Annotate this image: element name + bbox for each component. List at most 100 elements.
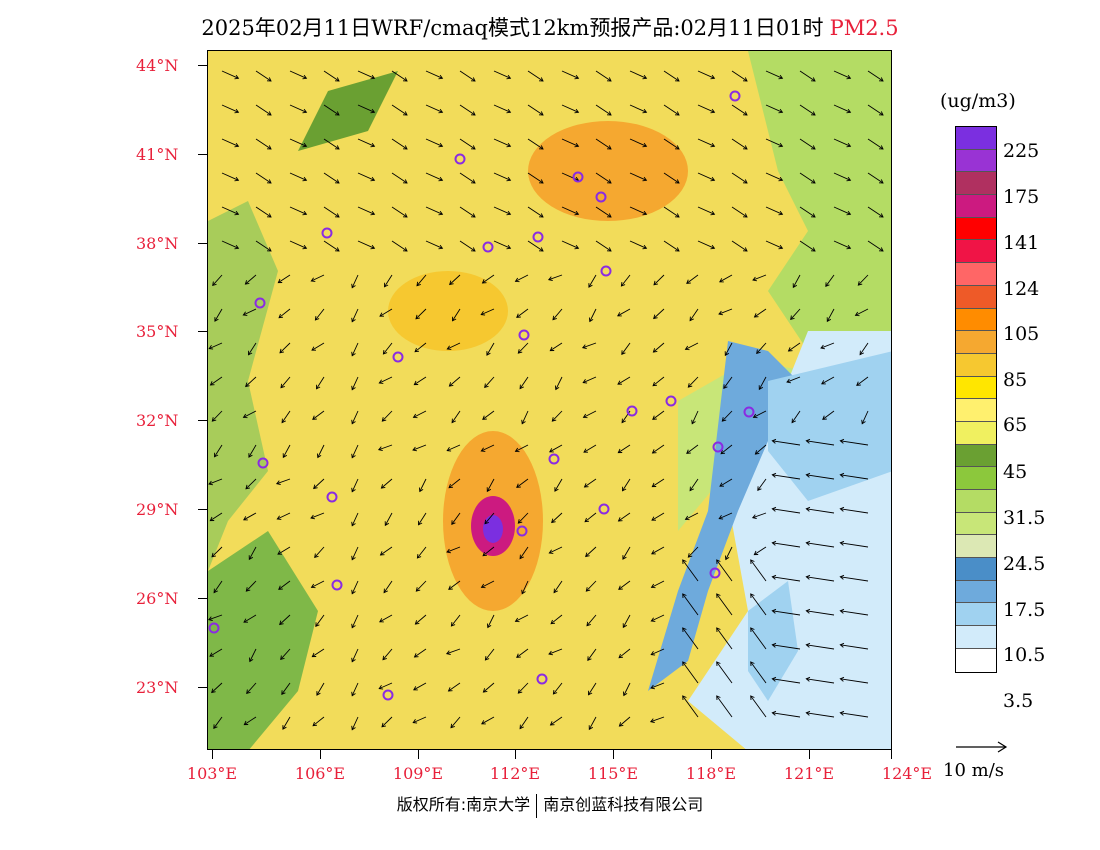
wind-arrow-head: [718, 310, 723, 316]
wind-arrow-head: [519, 384, 524, 390]
wind-arrow: [249, 648, 257, 662]
wind-arrow-head: [266, 213, 272, 218]
wind-arrow: [757, 478, 767, 491]
wind-arrow: [527, 138, 544, 150]
wind-arrow: [493, 138, 511, 147]
wind-arrow: [425, 206, 443, 215]
wind-arrow-head: [549, 721, 555, 726]
wind-arrow: [685, 512, 699, 520]
wind-arrow-head: [650, 651, 656, 656]
city-marker: [548, 453, 560, 465]
beijing-hotspot: [528, 121, 688, 221]
wind-arrow-head: [351, 487, 356, 493]
wind-arrow: [753, 410, 767, 418]
wind-arrow-head: [280, 655, 285, 661]
wind-arrow-head: [846, 142, 852, 148]
wind-arrow-head: [383, 588, 388, 594]
wind-arrow-head: [279, 348, 285, 354]
color-swatch: [956, 263, 996, 286]
wind-arrow-head: [682, 559, 687, 565]
lat-label-23: 23°N: [136, 678, 179, 697]
wind-arrow: [246, 682, 257, 694]
wind-arrow: [484, 512, 495, 524]
wind-arrow-head: [550, 619, 556, 625]
wind-arrow-head: [778, 108, 784, 114]
wind-arrow: [765, 70, 783, 79]
wind-arrow-head: [334, 111, 340, 116]
color-swatch: [956, 376, 996, 400]
wind-arrow-head: [281, 690, 286, 695]
wind-arrow-head: [723, 384, 728, 389]
wind-arrow: [629, 206, 647, 215]
western-low-zone: [208, 201, 278, 571]
wind-arrow: [550, 716, 563, 726]
wind-arrow-head: [653, 314, 658, 320]
wind-arrow: [755, 444, 767, 455]
wind-arrow-head: [846, 210, 852, 216]
wind-arrow-head: [484, 519, 489, 525]
wind-arrow: [772, 678, 801, 684]
wind-arrow-head: [310, 583, 316, 589]
wind-arrow: [282, 716, 291, 730]
wind-arrow-head: [588, 725, 594, 731]
wind-arrow-head: [351, 555, 356, 561]
wind-arrow: [378, 444, 393, 451]
wind-reference-label: 10 m/s: [943, 760, 1004, 781]
wind-arrow: [652, 410, 665, 420]
wind-arrow: [786, 376, 801, 383]
wind-arrow-head: [351, 419, 356, 425]
wind-arrow: [719, 512, 733, 520]
wind-arrow-head: [771, 438, 777, 444]
wind-arrow: [248, 546, 257, 560]
city-marker: [516, 525, 528, 537]
wind-arrow: [351, 682, 359, 696]
wind-arrow-head: [805, 710, 811, 716]
wind-arrow-head: [234, 244, 240, 250]
wind-arrow: [323, 138, 340, 150]
wind-arrow: [316, 376, 325, 390]
wind-arrow-head: [549, 346, 555, 352]
wind-arrow-head: [506, 74, 512, 80]
wind-arrow: [351, 716, 359, 730]
wind-arrow-head: [742, 145, 748, 150]
wind-arrow: [418, 512, 427, 526]
wind-arrow-head: [805, 608, 811, 614]
wind-arrow: [750, 661, 767, 684]
wind-arrow-head: [878, 179, 884, 184]
wind-arrow: [716, 559, 733, 582]
wind-arrow: [833, 104, 851, 113]
wind-arrow: [682, 593, 699, 616]
wind-arrow: [310, 512, 325, 519]
wind-arrow: [765, 138, 783, 147]
wind-arrow-head: [519, 554, 524, 560]
wind-arrow: [323, 172, 340, 184]
wind-arrow-head: [846, 176, 852, 182]
color-swatch: [956, 580, 996, 604]
wind-arrow: [289, 104, 307, 113]
wind-arrow-head: [351, 453, 356, 459]
pm25-forecast-map[interactable]: [207, 50, 892, 750]
wind-arrow: [209, 648, 223, 657]
wind-arrow: [383, 342, 393, 355]
wind-arrow: [414, 342, 427, 353]
wind-arrow: [548, 648, 563, 655]
wind-arrow-head: [451, 520, 456, 525]
peak-core: [483, 515, 503, 543]
city-marker: [257, 457, 269, 469]
wind-arrow: [519, 716, 529, 729]
wind-arrow: [840, 474, 869, 480]
wind-arrow-head: [750, 593, 755, 599]
wind-arrow-head: [651, 516, 656, 521]
wind-arrow: [754, 308, 767, 318]
wind-arrow: [772, 576, 801, 582]
wind-arrow: [323, 206, 340, 218]
wind-arrow: [750, 695, 767, 718]
wind-arrow: [689, 478, 699, 491]
wind-arrow-head: [334, 179, 340, 184]
wind-arrow-head: [551, 417, 557, 422]
wind-arrow: [210, 376, 223, 386]
northwest-low-zone: [298, 71, 398, 151]
lat-label-29: 29°N: [136, 500, 179, 519]
wind-arrow: [583, 444, 597, 453]
wind-arrow: [772, 644, 801, 650]
